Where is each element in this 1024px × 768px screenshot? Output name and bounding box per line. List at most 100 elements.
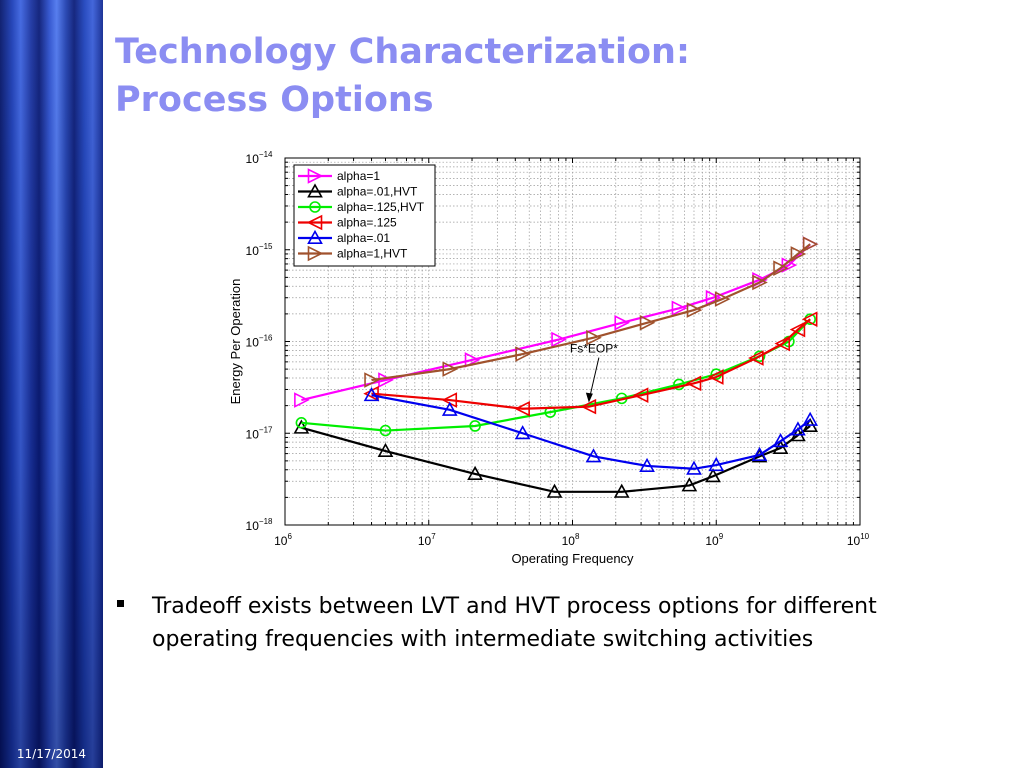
legend-label: alpha=.125 <box>337 216 397 230</box>
data-point <box>294 392 310 408</box>
y-tick-label-exponent: −16 <box>259 334 273 343</box>
data-point <box>514 400 530 417</box>
y-axis-label: Energy Per Operation <box>228 279 243 405</box>
data-point <box>671 300 688 317</box>
legend-label: alpha=1 <box>337 169 380 183</box>
data-point <box>467 465 483 480</box>
x-tick-label: 109 <box>705 532 723 548</box>
y-tick-label: 10−14 <box>246 150 273 166</box>
legend-label: alpha=1,HVT <box>337 247 408 261</box>
legend-box <box>293 164 436 267</box>
data-point <box>772 439 789 455</box>
series-line <box>371 318 811 410</box>
data-point <box>801 311 818 327</box>
data-point <box>681 477 698 492</box>
data-point <box>441 401 458 416</box>
bullet-text: Tradeoff exists between LVT and HVT proc… <box>152 594 877 652</box>
x-tick-label-exponent: 9 <box>719 532 724 541</box>
data-point <box>708 456 725 472</box>
data-point <box>379 424 392 437</box>
data-point <box>377 442 394 458</box>
series-5 <box>363 387 819 475</box>
x-axis-label: Operating Frequency <box>511 551 634 566</box>
slide-title-line-2: Process Options <box>115 80 434 120</box>
data-point <box>585 448 602 463</box>
data-point <box>686 302 703 318</box>
data-point <box>580 398 597 415</box>
data-point <box>551 331 567 348</box>
data-point <box>790 246 807 262</box>
legend-marker <box>309 201 321 213</box>
series-4 <box>363 311 818 417</box>
data-point <box>802 236 819 252</box>
data-point <box>295 416 308 429</box>
data-point <box>363 385 379 402</box>
data-point <box>364 372 380 388</box>
data-point <box>442 361 459 377</box>
x-tick-label: 106 <box>274 532 292 548</box>
legend-marker <box>307 183 323 198</box>
data-point <box>772 433 789 448</box>
data-point <box>751 446 768 461</box>
legend-label: alpha=.125,HVT <box>337 200 425 214</box>
data-point <box>686 460 702 475</box>
y-tick-label: 10−16 <box>246 334 273 350</box>
data-point <box>632 387 649 403</box>
data-point <box>790 421 806 436</box>
series-line <box>371 243 811 382</box>
y-tick-label: 10−17 <box>246 425 273 441</box>
data-point <box>789 321 806 338</box>
bullet-item: Tradeoff exists between LVT and HVT proc… <box>117 590 947 656</box>
data-point <box>363 387 380 402</box>
y-tick-label-exponent: −15 <box>259 242 273 251</box>
energy-vs-frequency-chart: 106 107 108 109 1010 10−18 10−17 10−16 10−15 10−1… <box>228 150 870 566</box>
data-point <box>464 352 481 368</box>
x-tick-label: 108 <box>562 532 580 548</box>
slide-date: 11/17/2014 <box>16 747 87 761</box>
series-6 <box>364 236 819 388</box>
data-point <box>685 375 702 392</box>
data-point <box>802 411 819 426</box>
data-point <box>773 260 789 276</box>
data-point <box>707 369 724 385</box>
x-tick-label: 107 <box>418 532 436 548</box>
legend-marker <box>307 245 324 262</box>
legend-marker <box>307 168 324 184</box>
data-point <box>546 483 563 498</box>
y-tick-label-exponent: −14 <box>259 150 273 159</box>
data-point <box>613 483 630 498</box>
annotation-arrow-line <box>589 357 600 397</box>
annotation: Fs*EOP* <box>570 342 618 403</box>
annotation-text: Fs*EOP* <box>570 342 618 356</box>
x-tick-label-exponent: 6 <box>287 532 292 541</box>
bullet-square-icon <box>117 600 124 607</box>
data-point <box>586 329 602 346</box>
data-point <box>705 289 722 306</box>
slide-title: Technology Characterization: Process Opt… <box>115 28 690 124</box>
series-line <box>371 394 811 470</box>
ticks <box>284 158 860 526</box>
annotation-arrow-head <box>585 392 593 403</box>
legend-label: alpha=.01,HVT <box>337 185 418 199</box>
x-tick-label: 1010 <box>847 532 870 548</box>
data-point <box>614 314 631 331</box>
slide-title-line-1: Technology Characterization: <box>115 32 690 72</box>
y-tick-label: 10−15 <box>246 242 273 258</box>
legend-label: alpha=.01 <box>337 231 390 245</box>
legend-marker <box>306 214 323 231</box>
data-point <box>752 274 768 291</box>
data-point <box>514 425 531 440</box>
data-point <box>639 457 655 472</box>
data-point <box>774 335 791 352</box>
data-point <box>714 291 731 307</box>
y-tick-label-exponent: −17 <box>259 425 273 434</box>
y-tick-label-exponent: −18 <box>259 517 273 526</box>
data-point <box>515 346 531 362</box>
curtain-background <box>0 0 103 768</box>
y-tick-label: 10−18 <box>246 517 273 533</box>
data-point <box>705 468 721 483</box>
data-point <box>748 350 764 366</box>
legend-marker <box>307 229 323 244</box>
data-point <box>639 314 656 331</box>
